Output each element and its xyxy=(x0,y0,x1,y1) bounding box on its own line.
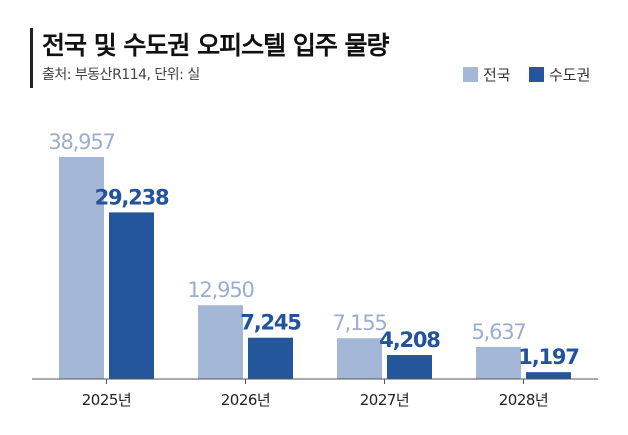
legend-swatch-capital xyxy=(529,67,544,82)
legend-label-national: 전국 xyxy=(483,66,511,84)
legend-item-national: 전국 xyxy=(463,64,511,85)
data-label: 4,208 xyxy=(379,328,440,352)
bar-capital-2 xyxy=(387,355,432,379)
legend-label-capital: 수도권 xyxy=(549,66,591,84)
bar-national-0 xyxy=(59,157,104,379)
chart-title: 전국 및 수도권 오피스텔 입주 물량 xyxy=(42,31,390,60)
bar-national-2 xyxy=(337,338,382,379)
bar-capital-0 xyxy=(109,212,154,379)
bar-capital-1 xyxy=(248,337,293,379)
data-label: 7,155 xyxy=(332,311,386,335)
legend-item-capital: 수도권 xyxy=(529,64,590,85)
chart-subtitle: 출처: 부동산R114, 단위: 실 xyxy=(42,67,200,83)
bar-national-1 xyxy=(198,305,243,379)
x-tick-label: 2025년 xyxy=(82,391,131,409)
bar-capital-3 xyxy=(526,372,571,379)
x-tick-label: 2028년 xyxy=(499,391,548,409)
bar-national-3 xyxy=(476,346,521,379)
data-label: 29,238 xyxy=(95,185,169,209)
data-label: 5,637 xyxy=(471,320,525,344)
x-tick-label: 2026년 xyxy=(221,391,270,409)
data-label: 7,245 xyxy=(240,311,301,335)
data-label: 1,197 xyxy=(518,345,578,369)
title-accent-bar xyxy=(30,28,33,88)
data-label: 38,957 xyxy=(48,130,114,154)
legend-swatch-national xyxy=(463,67,478,82)
data-label: 12,950 xyxy=(187,278,253,302)
x-tick-label: 2027년 xyxy=(360,391,409,409)
